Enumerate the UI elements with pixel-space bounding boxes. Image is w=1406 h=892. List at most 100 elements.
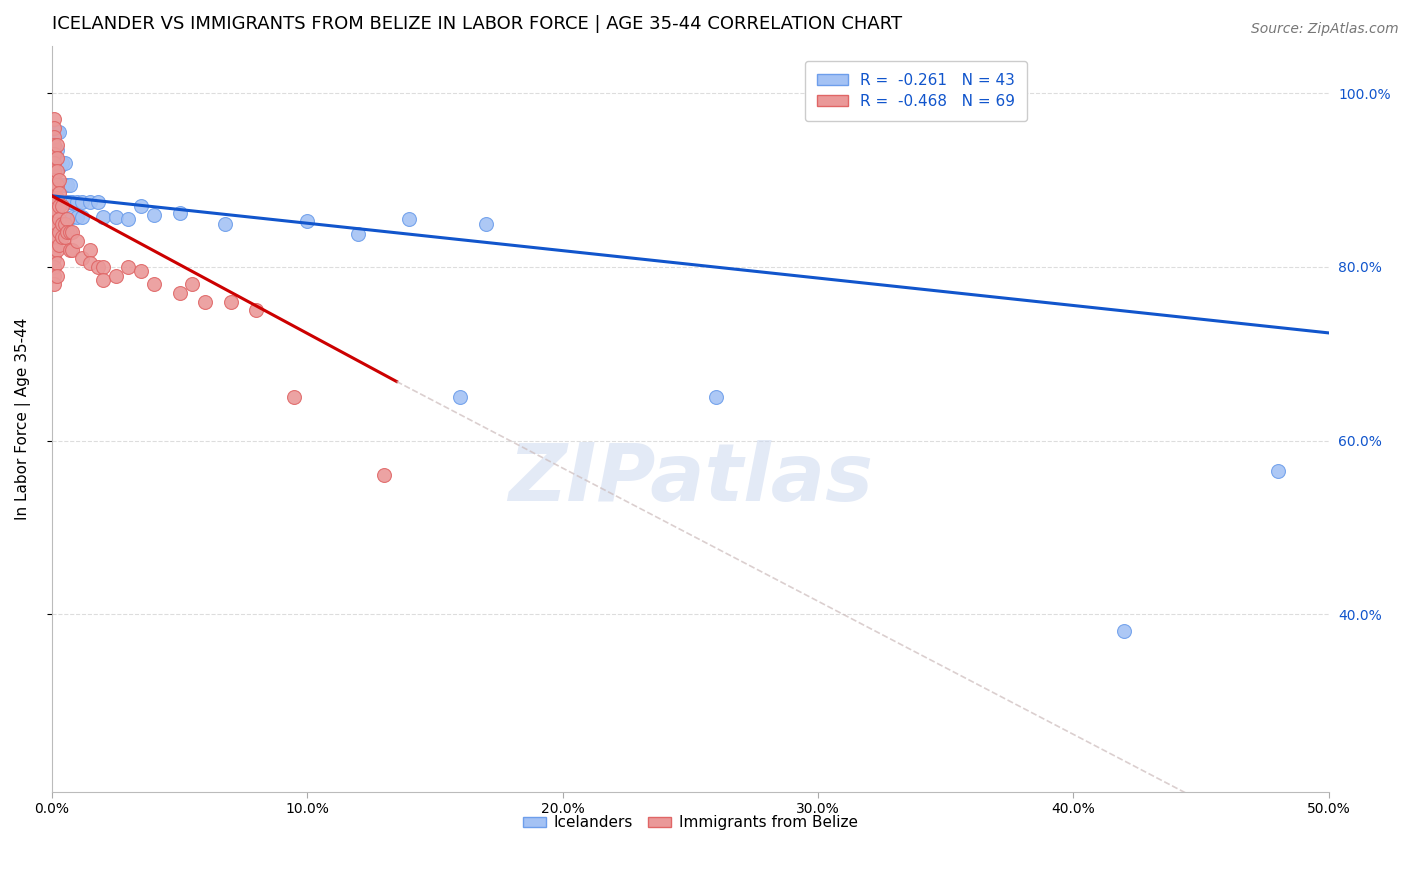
Point <box>104 210 127 224</box>
Point <box>283 390 305 404</box>
Point <box>704 390 727 404</box>
Point <box>44 125 66 139</box>
Point <box>79 194 101 209</box>
Point <box>53 156 76 170</box>
Point <box>45 203 67 218</box>
Point <box>53 217 76 231</box>
Point <box>45 178 67 192</box>
Point <box>44 182 66 196</box>
Point <box>143 208 166 222</box>
Point <box>45 138 67 153</box>
Point <box>66 194 89 209</box>
Point <box>45 164 67 178</box>
Point <box>66 210 89 224</box>
Point <box>87 260 110 274</box>
Point <box>194 294 217 309</box>
Point <box>56 225 79 239</box>
Text: ZIPatlas: ZIPatlas <box>508 440 873 517</box>
Point <box>45 243 67 257</box>
Point <box>48 238 70 252</box>
Point <box>44 190 66 204</box>
Point <box>72 194 94 209</box>
Point <box>449 390 471 404</box>
Point <box>44 112 66 127</box>
Point <box>87 194 110 209</box>
Point <box>214 217 236 231</box>
Point <box>66 234 89 248</box>
Point <box>44 164 66 178</box>
Point <box>45 143 67 157</box>
Point <box>44 217 66 231</box>
Point <box>398 212 420 227</box>
Point <box>91 210 114 224</box>
Point <box>59 178 82 192</box>
Point <box>169 206 191 220</box>
Point <box>44 160 66 174</box>
Point <box>60 194 83 209</box>
Point <box>44 208 66 222</box>
Point <box>48 160 70 174</box>
Point <box>245 303 267 318</box>
Point <box>45 178 67 192</box>
Point <box>48 212 70 227</box>
Point <box>44 225 66 239</box>
Legend: Icelanders, Immigrants from Belize: Icelanders, Immigrants from Belize <box>517 809 863 837</box>
Point <box>44 138 66 153</box>
Point <box>45 255 67 269</box>
Point <box>72 210 94 224</box>
Point <box>44 260 66 274</box>
Y-axis label: In Labor Force | Age 35-44: In Labor Force | Age 35-44 <box>15 318 31 520</box>
Point <box>44 173 66 187</box>
Point <box>48 173 70 187</box>
Point <box>60 243 83 257</box>
Text: Source: ZipAtlas.com: Source: ZipAtlas.com <box>1251 22 1399 37</box>
Point <box>45 190 67 204</box>
Point <box>59 243 82 257</box>
Point <box>48 186 70 201</box>
Point <box>1267 464 1289 478</box>
Point <box>45 229 67 244</box>
Point <box>45 152 67 166</box>
Point <box>48 199 70 213</box>
Point <box>44 143 66 157</box>
Point <box>53 229 76 244</box>
Point <box>44 156 66 170</box>
Point <box>56 194 79 209</box>
Point <box>181 277 204 292</box>
Point <box>44 234 66 248</box>
Point <box>72 252 94 266</box>
Point <box>51 194 73 209</box>
Point <box>51 199 73 213</box>
Point <box>45 217 67 231</box>
Point <box>295 214 318 228</box>
Point <box>117 212 139 227</box>
Point <box>44 129 66 144</box>
Point <box>56 178 79 192</box>
Point <box>44 147 66 161</box>
Point <box>48 178 70 192</box>
Point <box>44 121 66 136</box>
Point <box>44 243 66 257</box>
Point <box>51 178 73 192</box>
Point <box>51 217 73 231</box>
Point <box>44 277 66 292</box>
Point <box>44 178 66 192</box>
Point <box>51 229 73 244</box>
Point <box>373 468 395 483</box>
Point <box>475 217 498 231</box>
Point <box>45 268 67 283</box>
Point <box>91 260 114 274</box>
Text: ICELANDER VS IMMIGRANTS FROM BELIZE IN LABOR FORCE | AGE 35-44 CORRELATION CHART: ICELANDER VS IMMIGRANTS FROM BELIZE IN L… <box>52 15 903 33</box>
Point <box>104 268 127 283</box>
Point <box>60 225 83 239</box>
Point <box>53 194 76 209</box>
Point <box>129 264 152 278</box>
Point <box>1114 624 1136 639</box>
Point <box>60 210 83 224</box>
Point <box>59 194 82 209</box>
Point <box>48 225 70 239</box>
Point <box>45 160 67 174</box>
Point <box>143 277 166 292</box>
Point <box>44 199 66 213</box>
Point <box>347 227 370 241</box>
